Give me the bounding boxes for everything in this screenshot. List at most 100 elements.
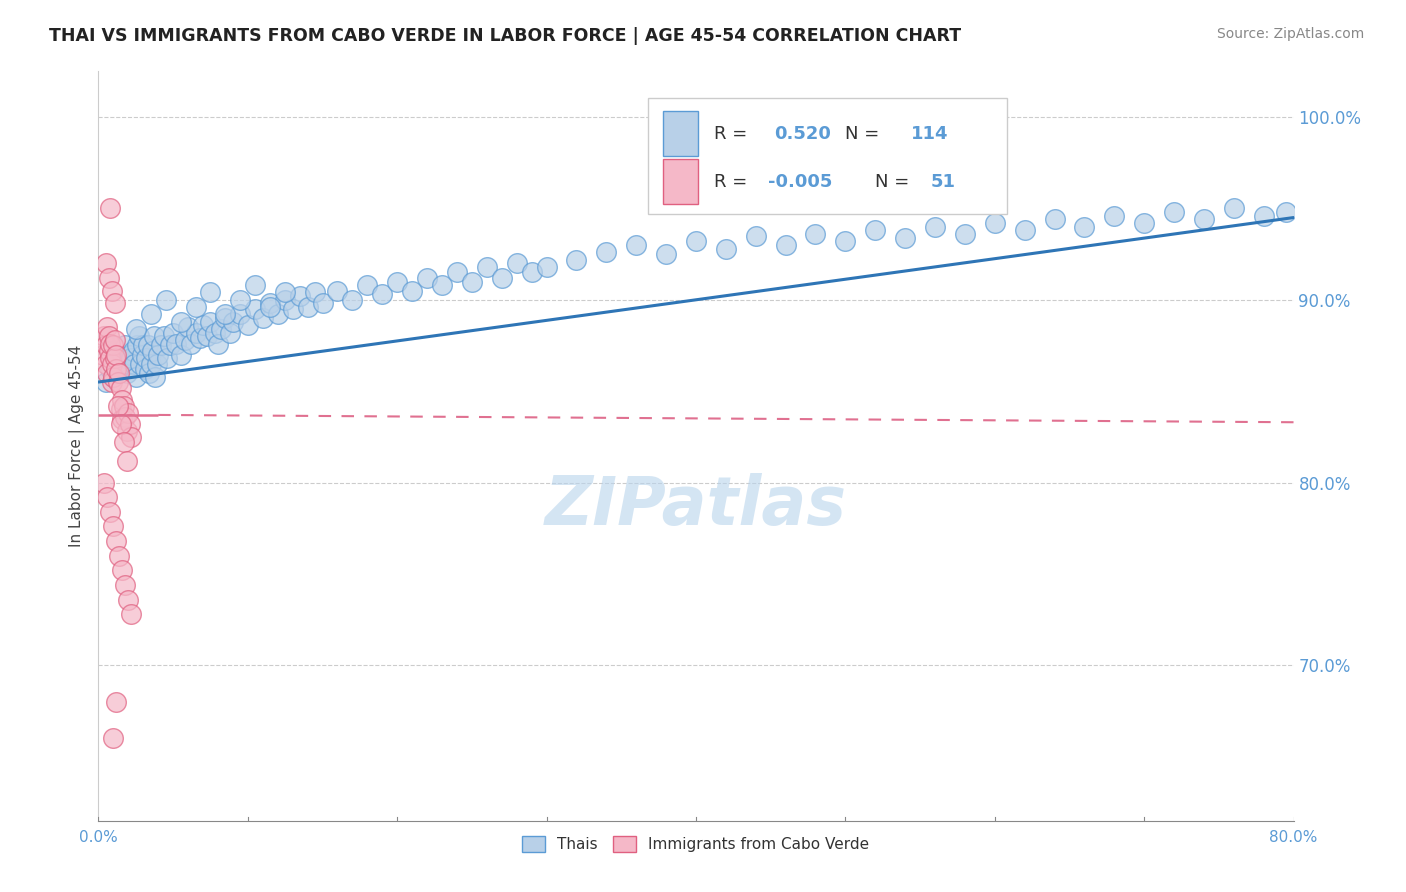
Point <box>155 293 177 307</box>
Point <box>274 285 297 300</box>
Point <box>214 307 236 321</box>
Point <box>714 242 737 256</box>
Point <box>326 284 349 298</box>
Point <box>1275 205 1298 219</box>
Point <box>191 318 214 333</box>
Point <box>97 329 120 343</box>
Point <box>565 252 588 267</box>
Point <box>120 351 142 366</box>
Point <box>281 301 304 316</box>
Point <box>159 338 181 352</box>
Point <box>775 238 797 252</box>
Point <box>108 366 131 380</box>
Point <box>139 307 162 321</box>
Point <box>229 293 252 307</box>
Text: R =: R = <box>714 172 752 191</box>
Point <box>416 271 439 285</box>
Point <box>207 336 229 351</box>
Point <box>94 338 117 352</box>
Point <box>96 320 118 334</box>
Point <box>274 293 297 307</box>
Point <box>138 366 160 380</box>
Point <box>520 265 543 279</box>
Point <box>184 326 207 340</box>
Point <box>114 338 136 352</box>
Point <box>297 300 319 314</box>
Point <box>98 505 122 519</box>
Point <box>259 296 281 310</box>
Text: THAI VS IMMIGRANTS FROM CABO VERDE IN LABOR FORCE | AGE 45-54 CORRELATION CHART: THAI VS IMMIGRANTS FROM CABO VERDE IN LA… <box>49 27 962 45</box>
Point <box>145 357 167 371</box>
Point <box>105 357 128 371</box>
Point <box>103 519 125 533</box>
Point <box>685 235 707 249</box>
Point <box>103 338 125 352</box>
Point <box>120 430 142 444</box>
Point <box>97 343 120 358</box>
Point <box>401 284 423 298</box>
Legend: Thais, Immigrants from Cabo Verde: Thais, Immigrants from Cabo Verde <box>516 830 876 858</box>
Point <box>229 307 252 321</box>
Text: N =: N = <box>845 125 886 143</box>
Point <box>104 351 127 366</box>
Y-axis label: In Labor Force | Age 45-54: In Labor Force | Age 45-54 <box>69 345 84 547</box>
Point <box>105 534 128 549</box>
Point <box>105 695 128 709</box>
Point <box>94 357 117 371</box>
Point <box>129 357 152 371</box>
Point <box>188 331 211 345</box>
Point <box>475 260 498 274</box>
Point <box>93 475 115 490</box>
Point <box>655 247 678 261</box>
Text: 0.520: 0.520 <box>773 125 831 143</box>
Point <box>124 357 146 371</box>
Point <box>430 278 453 293</box>
Point <box>111 351 134 366</box>
Point <box>101 375 124 389</box>
Point <box>93 329 115 343</box>
Point <box>259 300 281 314</box>
Point <box>118 417 141 431</box>
Point <box>114 409 136 424</box>
Text: 114: 114 <box>911 125 949 143</box>
Point <box>200 285 222 300</box>
Point <box>120 607 142 621</box>
Point <box>107 375 129 389</box>
Point <box>177 320 200 334</box>
Point <box>117 592 139 607</box>
Point <box>94 256 117 270</box>
Point <box>141 343 163 358</box>
Point <box>150 338 173 352</box>
Point <box>924 219 946 234</box>
Point <box>385 275 409 289</box>
Point <box>1223 202 1246 216</box>
Point <box>200 315 222 329</box>
Point <box>156 351 179 366</box>
Point <box>115 453 138 467</box>
Point <box>108 549 131 563</box>
Point <box>135 351 157 366</box>
Point <box>96 366 118 380</box>
Point <box>98 336 122 351</box>
Point <box>446 265 468 279</box>
Point <box>125 322 148 336</box>
Point <box>984 216 1007 230</box>
Point <box>197 329 219 343</box>
Point <box>461 275 484 289</box>
Point <box>104 296 127 310</box>
Point <box>169 348 191 362</box>
Point <box>1073 219 1095 234</box>
Point <box>184 300 207 314</box>
Point <box>121 343 143 358</box>
Point <box>128 329 150 343</box>
Point <box>245 278 267 293</box>
Point <box>953 227 976 241</box>
Point <box>105 348 128 362</box>
Point <box>110 380 132 394</box>
Point <box>626 238 648 252</box>
Point <box>132 338 155 352</box>
Text: Source: ZipAtlas.com: Source: ZipAtlas.com <box>1216 27 1364 41</box>
Point <box>214 311 236 326</box>
Text: ZIPatlas: ZIPatlas <box>546 473 846 539</box>
FancyBboxPatch shape <box>648 97 1007 214</box>
